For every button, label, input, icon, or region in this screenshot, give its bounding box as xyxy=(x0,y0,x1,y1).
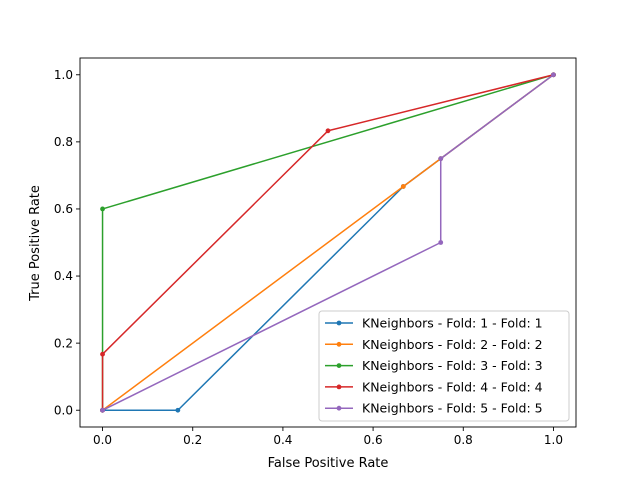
series-line-4 xyxy=(101,73,555,411)
x-tick-label: 0.2 xyxy=(183,433,202,447)
series-2-point xyxy=(400,184,406,189)
legend-item: KNeighbors - Fold: 5 - Fold: 5 xyxy=(325,401,543,416)
axes-frame xyxy=(79,57,577,428)
y-tick-label: 0.6 xyxy=(54,202,73,216)
y-tick-label: 0.0 xyxy=(54,403,73,417)
series-5 xyxy=(100,72,556,413)
x-tick-label: 0.4 xyxy=(273,433,292,447)
series-3-point xyxy=(100,206,105,212)
series-4-point xyxy=(100,351,105,357)
legend-box xyxy=(318,310,570,422)
legend-swatch-marker xyxy=(336,384,342,390)
y-tick-label: 0.2 xyxy=(54,336,73,350)
series-5-point xyxy=(100,407,105,413)
legend-swatch-marker xyxy=(336,320,342,326)
series-5-point xyxy=(438,240,444,245)
legend-swatch-marker xyxy=(336,363,342,368)
x-tick-label: 0.0 xyxy=(93,433,112,447)
y-tick-label: 0.4 xyxy=(54,269,73,283)
series-5-point xyxy=(551,72,556,78)
y-tick-label: 0.8 xyxy=(54,135,73,149)
x-tick-label: 1.0 xyxy=(544,433,563,447)
plot-area xyxy=(100,72,556,413)
legend-item: KNeighbors - Fold: 2 - Fold: 2 xyxy=(325,337,543,352)
series-4-point xyxy=(325,128,331,134)
legend: KNeighbors - Fold: 1 - Fold: 1 KNeighbors… xyxy=(318,310,570,422)
series-5-point xyxy=(438,156,444,162)
series-line-5 xyxy=(101,73,555,412)
legend-label: KNeighbors - Fold: 3 - Fold: 3 xyxy=(362,358,543,373)
legend-item: KNeighbors - Fold: 3 - Fold: 3 xyxy=(325,358,543,373)
legend-swatch-marker xyxy=(336,405,342,411)
series-1-point xyxy=(175,407,181,413)
x-axis-label: False Positive Rate xyxy=(268,456,389,471)
legend-swatch-marker xyxy=(336,341,342,347)
legend-label: KNeighbors - Fold: 5 - Fold: 5 xyxy=(362,401,543,416)
x-tick-label: 0.8 xyxy=(454,433,473,447)
y-tick-label: 1.0 xyxy=(54,68,73,82)
legend-item: KNeighbors - Fold: 1 - Fold: 1 xyxy=(325,316,543,331)
y-axis-label: True Positive Rate xyxy=(28,185,43,302)
legend-label: KNeighbors - Fold: 2 - Fold: 2 xyxy=(362,337,543,352)
legend-label: KNeighbors - Fold: 4 - Fold: 4 xyxy=(362,379,543,394)
legend-label: KNeighbors - Fold: 1 - Fold: 1 xyxy=(362,316,543,331)
axes: 0.0 0.2 0.4 0.6 0.8 1.0 0.0 0.2 0.4 0.6 0.8 1.0 xyxy=(54,57,577,447)
legend-item: KNeighbors - Fold: 4 - Fold: 4 xyxy=(325,379,543,394)
x-tick-label: 0.6 xyxy=(364,433,383,447)
